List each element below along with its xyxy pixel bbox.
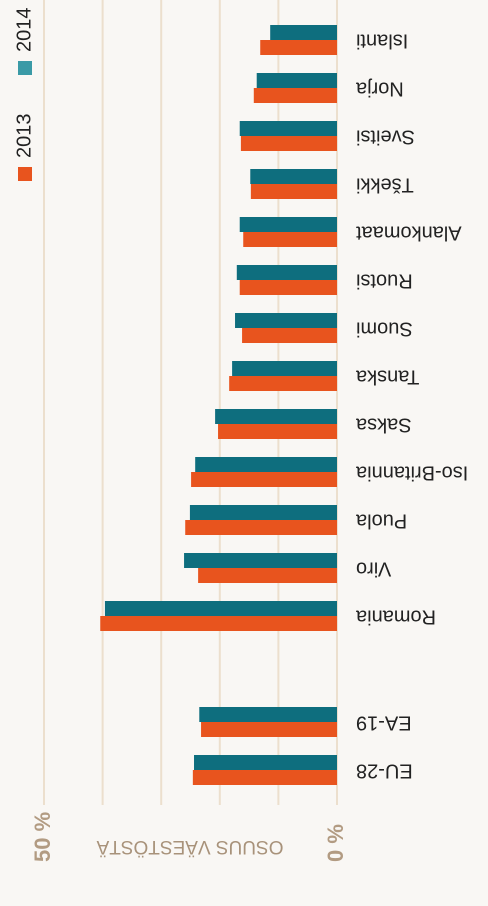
bar	[194, 755, 337, 770]
bar	[184, 553, 337, 568]
category-label: Tšekki	[356, 174, 414, 196]
category-label: Islanti	[356, 30, 408, 52]
bar	[236, 265, 337, 280]
category-label: Viro	[356, 558, 391, 580]
category-label: Sveitsi	[356, 126, 415, 148]
bar	[260, 40, 337, 55]
legend-swatch	[18, 61, 32, 75]
category-label: Alankomaat	[356, 222, 462, 244]
bar	[270, 25, 337, 40]
bar	[229, 376, 337, 391]
bar	[191, 472, 337, 487]
bar	[192, 770, 337, 785]
bar	[250, 184, 337, 199]
bar	[100, 616, 337, 631]
x-tick-label: 0 %	[323, 824, 348, 862]
bar	[201, 722, 337, 737]
category-label: Saksa	[355, 414, 411, 436]
bar	[243, 232, 337, 247]
bar	[239, 121, 337, 136]
bar	[239, 280, 337, 295]
bar	[239, 217, 337, 232]
bar	[242, 328, 337, 343]
category-label: Romania	[355, 606, 436, 628]
legend-swatch	[18, 167, 32, 181]
bar	[189, 505, 337, 520]
bar	[215, 409, 337, 424]
category-label: Tanska	[355, 366, 419, 388]
bar	[104, 601, 337, 616]
category-label: Norja	[355, 78, 404, 100]
category-label: Puola	[355, 510, 407, 532]
category-label: Ruotsi	[356, 270, 413, 292]
legend-label: 2013	[13, 114, 35, 159]
bar	[185, 520, 337, 535]
bar	[198, 568, 337, 583]
category-label: Suomi	[356, 318, 413, 340]
category-label: Iso-Britannia	[355, 462, 468, 484]
category-label: EU-28	[356, 760, 413, 782]
category-label: EA-19	[356, 712, 412, 734]
bar	[250, 169, 337, 184]
bar	[232, 361, 337, 376]
bar	[253, 88, 337, 103]
x-axis-label: OSUUS VÄESTÖSTÄ	[96, 836, 283, 857]
legend-label: 2014	[13, 8, 35, 53]
bar	[199, 707, 337, 722]
x-tick-label: 50 %	[30, 812, 55, 862]
bar	[195, 457, 337, 472]
bar	[235, 313, 337, 328]
bar	[218, 424, 337, 439]
bar	[256, 73, 337, 88]
bar	[240, 136, 337, 151]
